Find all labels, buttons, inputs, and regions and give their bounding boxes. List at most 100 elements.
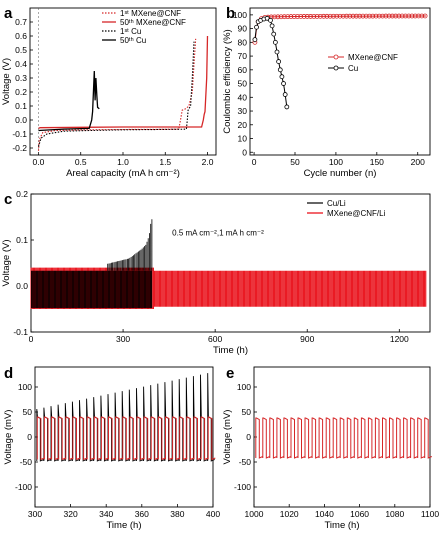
x-tick-label: 1020 bbox=[280, 509, 299, 519]
data-point bbox=[281, 81, 286, 86]
y-tick-label: 0.2 bbox=[15, 87, 27, 97]
data-point bbox=[279, 74, 285, 80]
panel-letter: a bbox=[4, 5, 13, 22]
panel-d: d 300 320 340 360 380 400 -100 -50 0 50 100 Time (h)… bbox=[3, 365, 220, 531]
data-point bbox=[291, 14, 297, 19]
y-tick-label: -100 bbox=[234, 482, 251, 492]
series-line bbox=[254, 17, 288, 107]
x-tick-label: 600 bbox=[208, 334, 222, 344]
data-point bbox=[277, 67, 283, 73]
data-point bbox=[254, 24, 259, 30]
x-tick-label: 380 bbox=[170, 509, 184, 519]
y-axis-label: Voltage (mV) bbox=[222, 410, 233, 465]
x-tick-label: 2.0 bbox=[202, 157, 214, 167]
data-point bbox=[295, 14, 300, 19]
x-tick-label: 200 bbox=[411, 157, 425, 167]
series-line bbox=[255, 417, 432, 459]
y-tick-label: 0 bbox=[246, 432, 251, 442]
data-point bbox=[409, 13, 415, 19]
data-point bbox=[370, 13, 376, 19]
data-point bbox=[396, 13, 402, 19]
data-point bbox=[252, 37, 258, 42]
x-tick-label: 300 bbox=[116, 334, 130, 344]
data-point bbox=[363, 13, 369, 19]
data-point bbox=[304, 14, 310, 19]
x-tick-label: 300 bbox=[28, 509, 42, 519]
y-tick-label: 100 bbox=[18, 382, 32, 392]
panel-letter: e bbox=[226, 365, 234, 382]
y-tick-label: 50 bbox=[23, 407, 33, 417]
y-tick-label: 0.6 bbox=[15, 31, 27, 41]
x-tick-label: 1040 bbox=[315, 509, 334, 519]
data-point bbox=[353, 13, 359, 19]
legend-label: 1ˢᵗ Cu bbox=[120, 27, 141, 36]
data-point bbox=[386, 13, 392, 19]
data-point bbox=[284, 104, 290, 110]
series-line bbox=[36, 416, 216, 461]
data-point bbox=[422, 13, 428, 19]
data-point bbox=[419, 13, 425, 19]
data-point bbox=[406, 13, 412, 19]
data-point bbox=[282, 92, 288, 97]
panel-letter: c bbox=[4, 191, 12, 208]
voltage-spikes bbox=[107, 219, 153, 271]
x-tick-label: 0 bbox=[29, 334, 34, 344]
data-point bbox=[367, 13, 372, 19]
y-tick-label: -50 bbox=[239, 457, 252, 467]
data-point bbox=[383, 13, 389, 19]
y-tick-label: 70 bbox=[238, 51, 248, 61]
y-tick-label: 0.1 bbox=[15, 101, 27, 111]
y-tick-label: 50 bbox=[242, 407, 252, 417]
legend-label: 50ᵗʰ MXene@CNF bbox=[120, 18, 186, 27]
x-tick-label: 360 bbox=[135, 509, 149, 519]
panel-b: b0 50 100 150 2000102030405060708090100Cycle… bbox=[222, 5, 431, 179]
series-line bbox=[254, 15, 426, 43]
panel-letter: d bbox=[4, 365, 13, 382]
data-point bbox=[301, 14, 307, 19]
series-line bbox=[38, 70, 100, 132]
y-tick-label: 0.0 bbox=[15, 115, 27, 125]
data-point bbox=[276, 59, 282, 64]
legend-label: 1ˢᵗ MXene@CNF bbox=[120, 9, 181, 18]
y-tick-label: 80 bbox=[238, 37, 248, 47]
data-point bbox=[337, 13, 343, 19]
panel-letter: b bbox=[226, 5, 235, 22]
y-tick-label: -50 bbox=[20, 457, 33, 467]
legend-label: Cu bbox=[348, 64, 358, 73]
x-tick-label: 1080 bbox=[385, 509, 404, 519]
x-tick-label: 1.0 bbox=[117, 157, 129, 167]
data-point bbox=[275, 14, 281, 20]
data-point bbox=[274, 49, 280, 55]
series-line bbox=[37, 38, 197, 151]
x-axis-label: Time (h) bbox=[106, 520, 141, 531]
x-tick-label: 0.0 bbox=[33, 157, 45, 167]
data-point bbox=[321, 13, 327, 19]
series-line bbox=[37, 41, 195, 147]
data-point bbox=[269, 23, 275, 29]
y-tick-label: 0 bbox=[27, 432, 32, 442]
y-tick-label: 50 bbox=[238, 79, 248, 89]
legend-label: 50ᵗʰ Cu bbox=[120, 36, 146, 45]
data-point bbox=[268, 17, 273, 23]
x-tick-label: 150 bbox=[370, 157, 384, 167]
data-point bbox=[278, 14, 284, 20]
y-tick-label: 0.4 bbox=[15, 59, 27, 69]
legend-label: MXene@CNF bbox=[348, 53, 398, 62]
series-band bbox=[30, 267, 427, 309]
data-point bbox=[327, 13, 333, 19]
y-tick-label: 30 bbox=[238, 106, 248, 116]
data-point bbox=[399, 13, 405, 19]
y-tick-label: 0.3 bbox=[15, 73, 27, 83]
y-tick-label: 0.2 bbox=[16, 189, 28, 199]
y-tick-label: 0.0 bbox=[16, 281, 28, 291]
x-tick-label: 0.5 bbox=[75, 157, 87, 167]
y-tick-label: 60 bbox=[238, 65, 248, 75]
data-point bbox=[416, 13, 421, 19]
panel-e: e 1000 1020 1040 1060 1080 1100 -100 -50 0 50 100 Ti… bbox=[222, 365, 439, 531]
y-tick-label: 100 bbox=[233, 10, 247, 20]
y-tick-label: 40 bbox=[238, 92, 248, 102]
x-tick-label: 1060 bbox=[350, 509, 369, 519]
data-point bbox=[272, 39, 278, 45]
y-tick-label: 10 bbox=[238, 134, 248, 144]
legend-label: MXene@CNF/Li bbox=[327, 209, 386, 218]
